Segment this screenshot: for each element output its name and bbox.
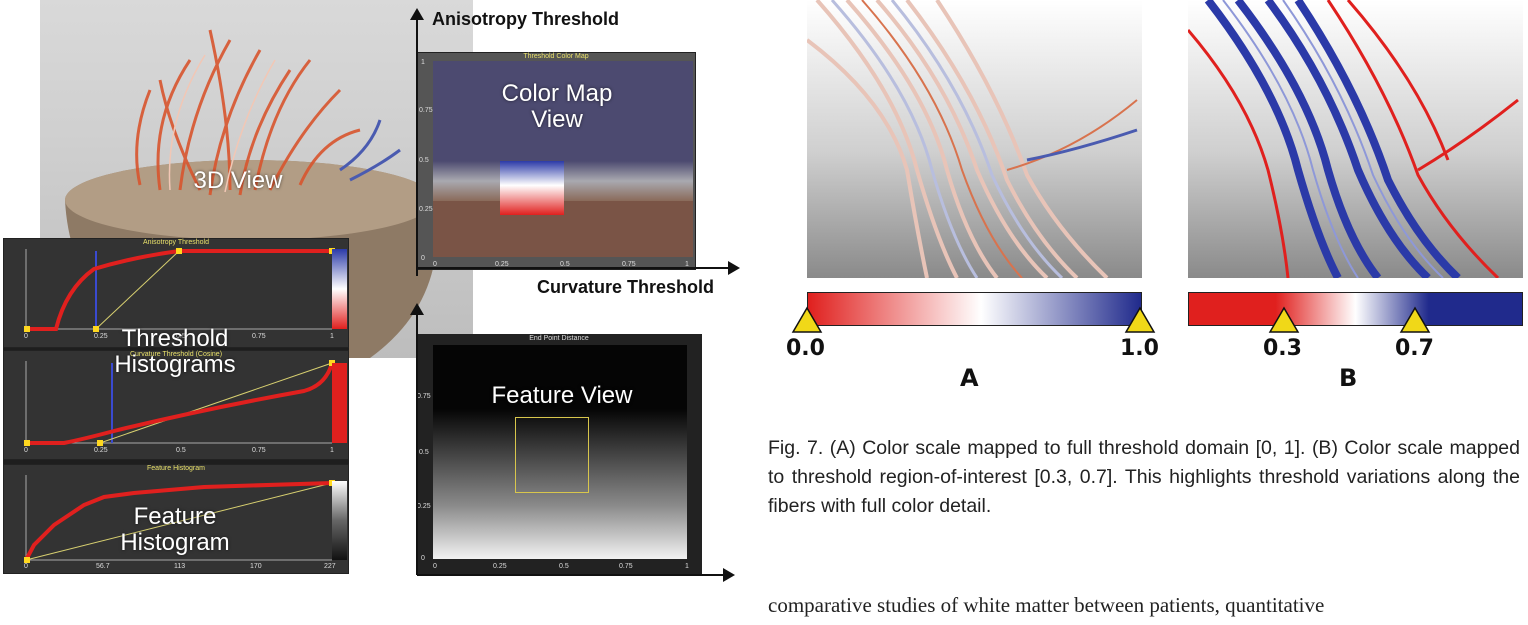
panel-letter-b: B xyxy=(1339,364,1358,392)
feature-gray-scale xyxy=(332,481,347,560)
colormap-panel-title: Threshold Color Map xyxy=(523,53,589,60)
bar-a-markers xyxy=(791,306,1156,333)
tick-label: 0.5 xyxy=(559,563,569,570)
bar-b-high-label: 0.7 xyxy=(1395,336,1434,361)
tick-label: 0.25 xyxy=(94,447,108,454)
curvature-panel-title: Curvature Threshold (Cosine) xyxy=(129,351,223,358)
tick-label: 0 xyxy=(24,333,28,340)
color-map-view[interactable]: Threshold Color Map Color Map View 1 0.7… xyxy=(416,52,696,270)
bar-b-low-marker[interactable] xyxy=(1268,306,1300,333)
body-text: comparative studies of white matter betw… xyxy=(768,593,1325,617)
feature-histogram[interactable]: Feature Histogram 0 56.7 113 170 227 xyxy=(3,464,349,574)
tick-label: 0.25 xyxy=(493,563,507,570)
bar-a-max-label: 1.0 xyxy=(1120,336,1159,361)
anisotropy-axis-label: Anisotropy Threshold xyxy=(432,9,620,29)
curvature-color-scale xyxy=(332,363,347,443)
tick-label: 0.5 xyxy=(176,333,186,340)
curvature-histogram[interactable]: Curvature Threshold (Cosine) 0 0.25 0.5 … xyxy=(3,350,349,460)
tick-label: 0.5 xyxy=(419,157,429,164)
tick-label: 0.25 xyxy=(94,333,108,340)
tick-label: 0.25 xyxy=(419,206,433,213)
anisotropy-color-scale xyxy=(332,249,347,329)
tick-label: 0 xyxy=(421,555,425,562)
tick-label: 0.75 xyxy=(419,107,433,114)
threshold-axes xyxy=(410,8,740,276)
tick-label: 0.75 xyxy=(252,333,266,340)
histogram-stack: Anisotropy Threshold 0 0.25 0.5 0.75 1 C… xyxy=(3,238,349,574)
tick-label: 0 xyxy=(433,563,437,570)
tick-label: 227 xyxy=(324,563,336,570)
threshold-histograms-label: Threshold Histograms xyxy=(114,325,236,378)
panel-letter-a: A xyxy=(960,364,979,392)
feature-view-label: Feature View xyxy=(491,382,633,409)
bar-b-high-marker[interactable] xyxy=(1399,306,1431,333)
fiber-render-a xyxy=(807,0,1142,278)
curvature-axis-label: Curvature Threshold xyxy=(537,277,715,297)
tick-label: 0.25 xyxy=(417,503,431,510)
figure-caption: Fig. 7. (A) Color scale mapped to full t… xyxy=(768,437,1520,517)
color-map-region[interactable] xyxy=(500,161,564,215)
tick-label: 0 xyxy=(24,447,28,454)
endpoint-panel-title: End Point Distance xyxy=(529,335,589,342)
bar-a-min-label: 0.0 xyxy=(786,336,825,361)
tick-label: 1 xyxy=(685,261,689,268)
color-scale-bar-a[interactable] xyxy=(807,292,1142,326)
feature-axes xyxy=(410,303,735,582)
feature-view[interactable]: End Point Distance Feature View 0.75 0.5… xyxy=(416,334,702,574)
tick-label: 1 xyxy=(421,59,425,66)
tick-label: 113 xyxy=(174,563,186,570)
tick-label: 0.25 xyxy=(495,261,509,268)
color-scale-bar-b[interactable] xyxy=(1188,292,1523,326)
feature-histogram-label: Feature Histogram xyxy=(120,503,230,556)
tick-label: 1 xyxy=(685,563,689,570)
anisotropy-histogram[interactable]: Anisotropy Threshold 0 0.25 0.5 0.75 1 xyxy=(3,238,349,348)
tick-label: 1 xyxy=(330,333,334,340)
tick-label: 0.5 xyxy=(176,447,186,454)
tick-label: 170 xyxy=(250,563,262,570)
bar-b-low-label: 0.3 xyxy=(1263,336,1302,361)
3d-view-label: 3D View xyxy=(193,167,283,194)
tick-label: 1 xyxy=(330,447,334,454)
bar-a-min-marker[interactable] xyxy=(791,306,823,333)
tick-label: 0.5 xyxy=(560,261,570,268)
tick-label: 0.75 xyxy=(619,563,633,570)
anisotropy-panel-title: Anisotropy Threshold xyxy=(142,239,210,246)
tick-label: 0 xyxy=(433,261,437,268)
tick-label: 0.5 xyxy=(419,449,429,456)
color-map-label: Color Map View xyxy=(501,80,613,133)
fiber-render-b xyxy=(1188,0,1523,278)
tick-label: 56.7 xyxy=(96,563,110,570)
tick-label: 0.75 xyxy=(252,447,266,454)
feature-selection-box[interactable] xyxy=(515,417,589,493)
tick-label: 0.75 xyxy=(622,261,636,268)
tick-label: 0.75 xyxy=(417,393,431,400)
tick-label: 0 xyxy=(421,255,425,262)
tick-label: 0 xyxy=(24,563,28,570)
bar-b-markers xyxy=(1268,306,1431,333)
bar-a-max-marker[interactable] xyxy=(1124,306,1156,333)
feature-panel-title: Feature Histogram xyxy=(147,465,205,472)
